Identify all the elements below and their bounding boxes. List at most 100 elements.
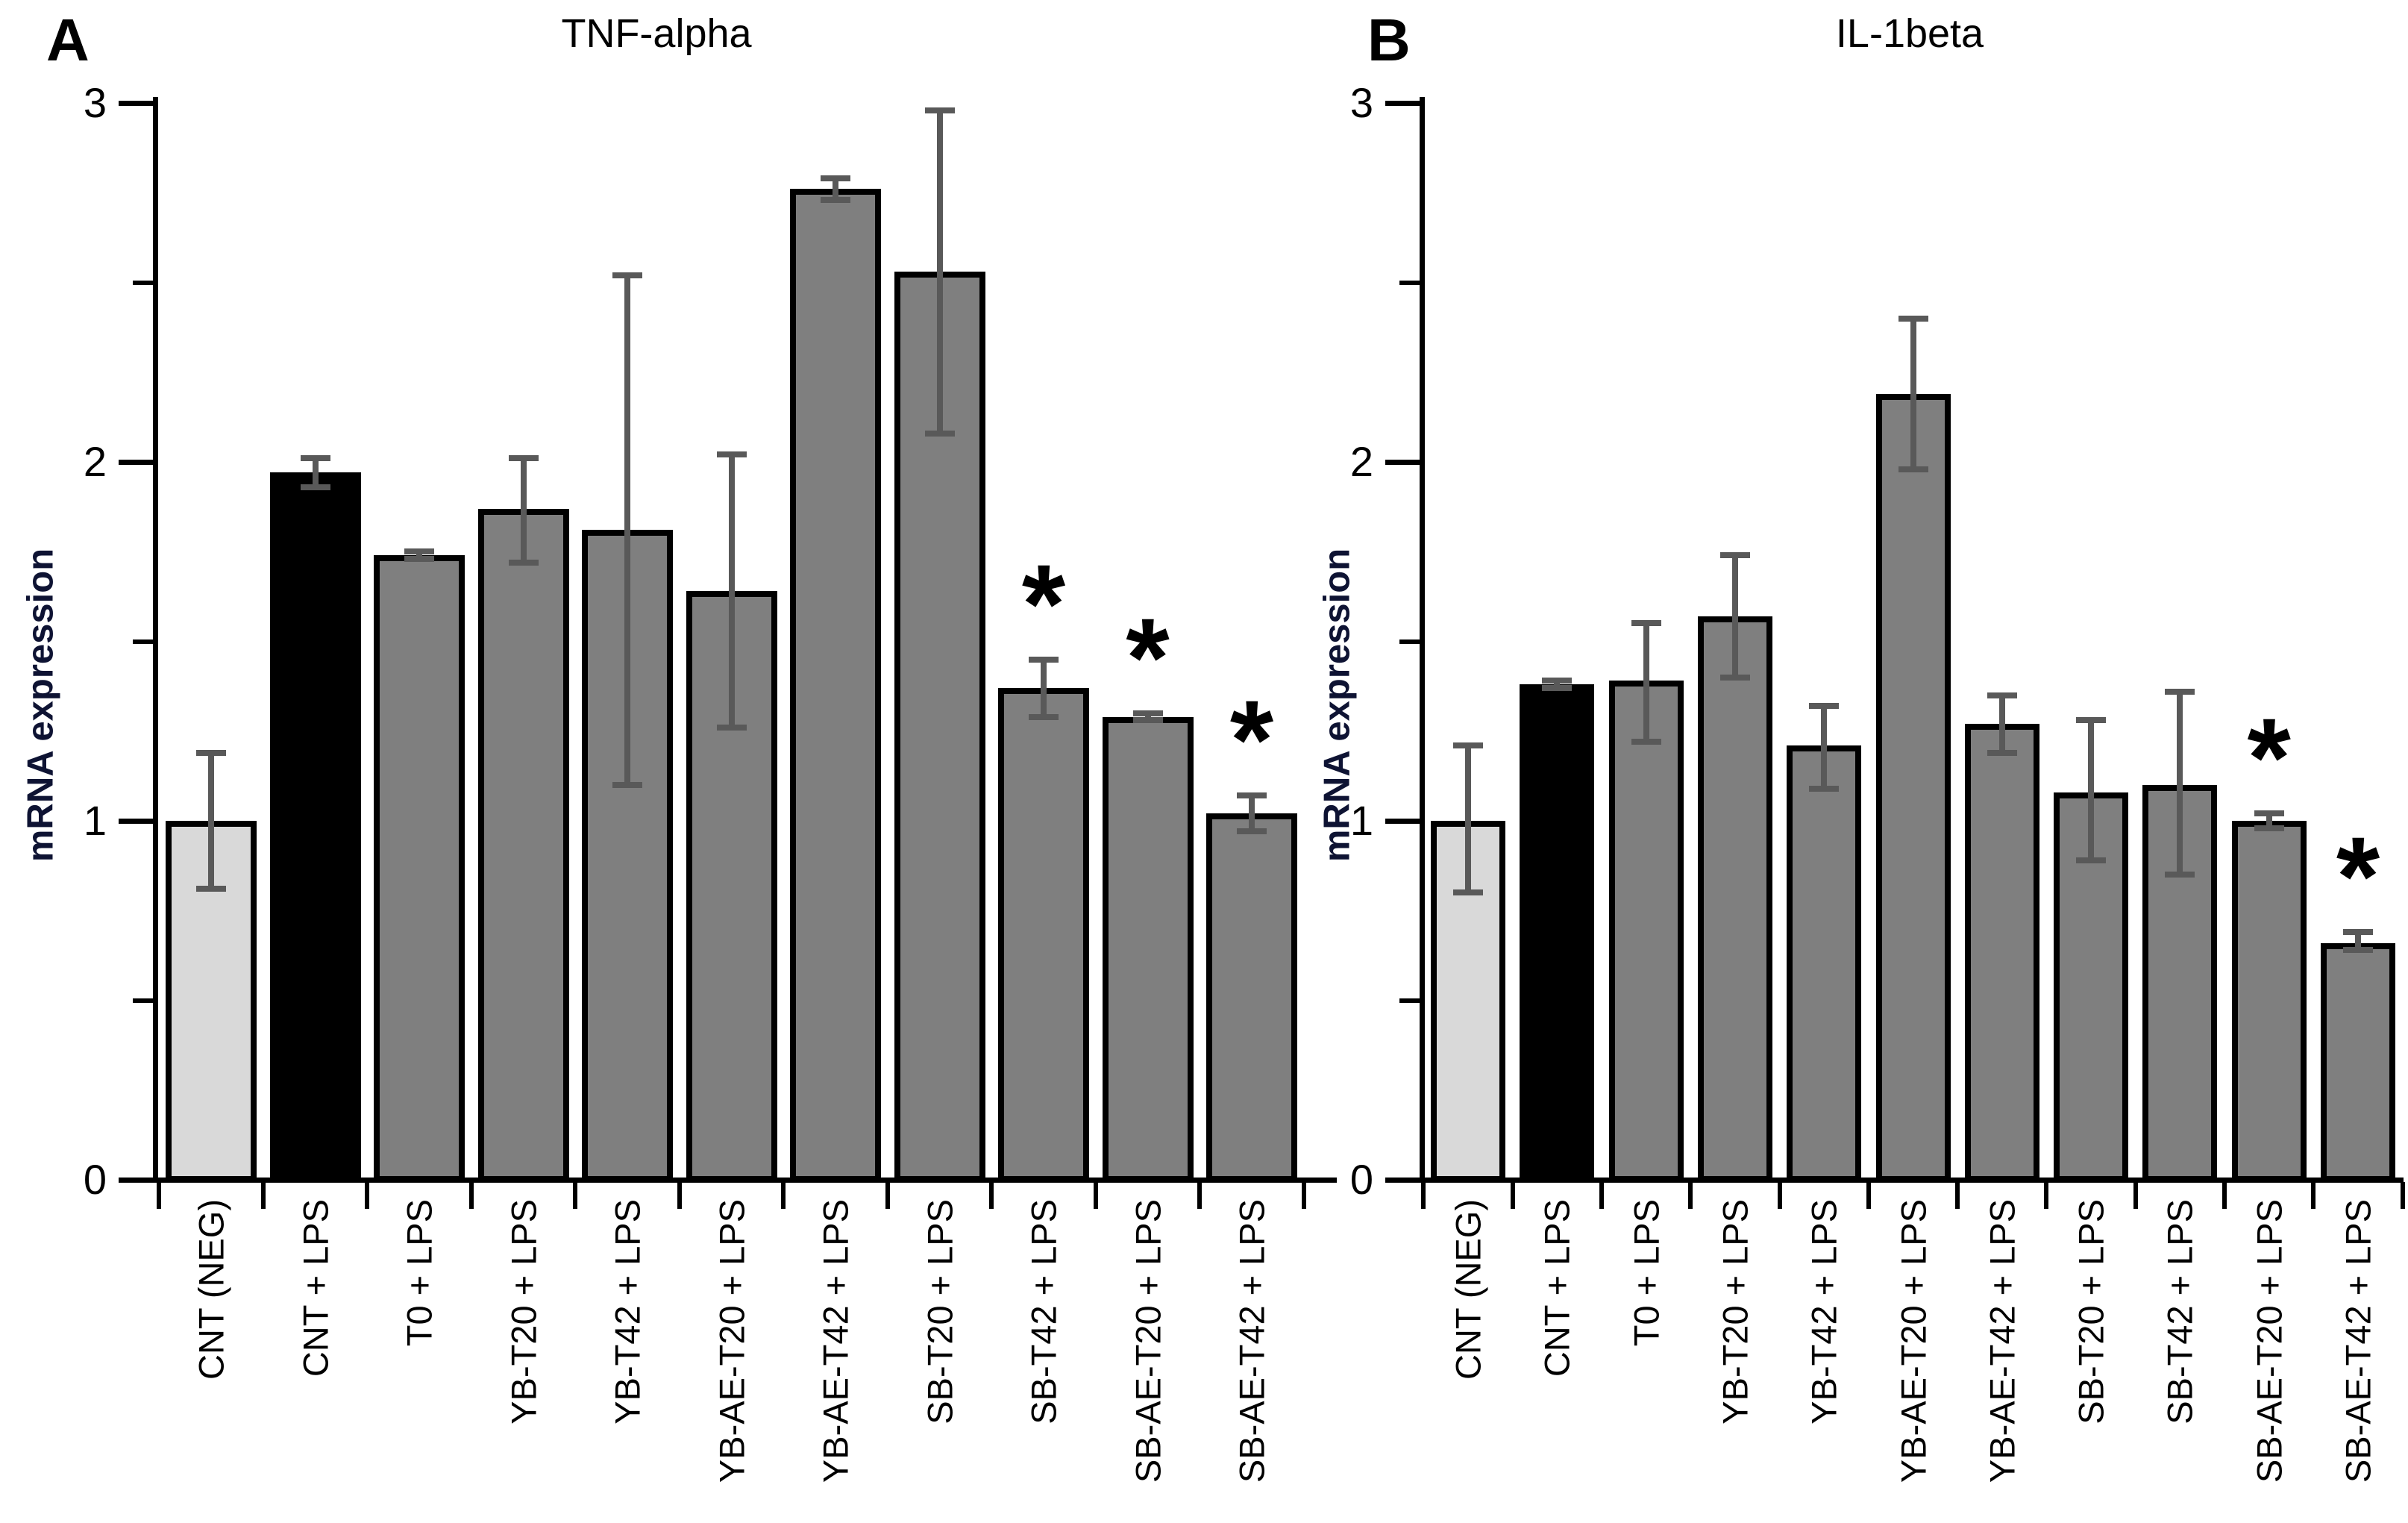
panel-b-x-tick [2311, 1182, 2316, 1209]
panel-a-x-category-label: SB-AE-T20 + LPS [1128, 1199, 1167, 1483]
panel-b-error-bar-cap-bottom [1453, 889, 1483, 896]
panel-a-bar-YB-T20 + LPS [477, 508, 569, 1182]
panel-b-error-bar-cap-bottom [1542, 685, 1573, 692]
panel-a-error-bar-cap-bottom [508, 559, 539, 566]
panel-a-x-tick [885, 1182, 890, 1209]
panel-a-x-category-label: SB-AE-T42 + LPS [1232, 1199, 1272, 1483]
panel-a-y-tick-label: 3 [83, 79, 107, 126]
panel-a-y-axis [153, 97, 158, 1183]
panel-a-error-bar-cap-bottom [196, 886, 226, 892]
panel-a-error-bar-cap-bottom [924, 430, 955, 437]
panel-a-x-tick [1093, 1182, 1098, 1209]
panel-a-x-category-label: CNT + LPS [295, 1199, 335, 1377]
panel-b-x-category-label: SB-AE-T42 + LPS [2338, 1199, 2378, 1483]
panel-a-error-bar-line [312, 458, 319, 487]
panel-a-error-bar-line [208, 752, 214, 889]
panel-a-y-tick-minor [133, 280, 153, 285]
panel-b-bar-CNT + LPS [1520, 684, 1595, 1182]
panel-b-error-bar-cap-bottom [1631, 739, 1661, 745]
panel-a-error-bar-cap-top [1132, 710, 1163, 716]
panel-b-x-tick [1866, 1182, 1871, 1209]
panel-b-x-category-label: CNT (NEG) [1448, 1199, 1488, 1380]
panel-a-x-category-label: SB-T42 + LPS [1023, 1199, 1064, 1425]
panel-b-bar-SB-AE-T42 + LPS [2321, 942, 2395, 1182]
panel-a-x-tick [157, 1182, 162, 1209]
panel-b-y-tick-label: 1 [1349, 797, 1373, 844]
panel-a-error-bar-cap-top [716, 451, 747, 458]
panel-a-error-bar-line [624, 275, 630, 785]
panel-a-y-tick-minor [133, 998, 153, 1003]
panel-b-error-bar-line [2355, 932, 2361, 951]
panel-b-y-tick-major [1385, 1178, 1420, 1183]
panel-a-x-category-label: YB-T20 + LPS [504, 1199, 543, 1425]
panel-a-x-tick [1301, 1182, 1306, 1209]
panel-b-x-tick [1777, 1182, 1782, 1209]
panel-a-x-category-label: SB-T20 + LPS [920, 1199, 959, 1425]
panel-a-bar-SB-AE-T42 + LPS [1206, 813, 1297, 1182]
panel-b-x-tick [1599, 1182, 1604, 1209]
panel-b-x-category-label: YB-AE-T20 + LPS [1893, 1199, 1933, 1483]
panel-a-error-bar-cap-top [404, 548, 434, 555]
panel-a-x-tick [1197, 1182, 1203, 1209]
panel-a-y-tick-major [119, 460, 153, 465]
panel-a-x-category-label: CNT (NEG) [191, 1199, 231, 1380]
panel-a-error-bar-cap-top [196, 749, 226, 756]
panel-b-x-tick [2222, 1182, 2227, 1209]
panel-a-y-tick-minor [133, 639, 153, 644]
panel-a-bar-YB-AE-T42 + LPS [790, 189, 881, 1182]
panel-a-bar-CNT + LPS [269, 472, 361, 1182]
panel-b-error-bar-line [1821, 706, 1828, 789]
panel-a-error-bar-line [1041, 659, 1047, 717]
panel-b-error-bar-cap-top [1898, 315, 1928, 322]
panel-a-x-tick [468, 1182, 474, 1209]
panel-b-error-bar-cap-top [2254, 810, 2284, 817]
panel-b-error-bar-line [2266, 813, 2272, 828]
panel-b-x-category-label: YB-AE-T42 + LPS [1982, 1199, 2022, 1483]
panel-b-bar-YB-T42 + LPS [1787, 745, 1862, 1182]
panel-a-x-category-label: YB-AE-T42 + LPS [815, 1199, 856, 1483]
panel-b-x-category-label: SB-T42 + LPS [2160, 1199, 2200, 1425]
panel-b-error-bar-cap-bottom [2343, 947, 2373, 954]
panel-a-x-category-label: YB-T42 + LPS [607, 1199, 648, 1425]
panel-a-error-bar-line [728, 454, 735, 728]
panel-a-error-bar-cap-top [300, 455, 330, 462]
panel-b-y-tick-label: 2 [1349, 438, 1373, 485]
panel-b-title: IL-1beta [1835, 11, 1984, 56]
panel-b-y-tick-label: 3 [1349, 79, 1373, 126]
panel-b-x-category-label: SB-AE-T20 + LPS [2249, 1199, 2289, 1483]
panel-a-error-bar-cap-bottom [612, 781, 642, 788]
panel-b-error-bar-cap-top [2165, 688, 2195, 695]
panel-b-error-bar-cap-bottom [1898, 466, 1928, 472]
panel-a-error-bar-cap-top [612, 272, 642, 278]
panel-a-error-bar-line [520, 458, 527, 563]
panel-a-letter: A [46, 7, 90, 73]
panel-a-error-bar-cap-top [1237, 792, 1267, 799]
panel-b-letter: B [1367, 7, 1411, 73]
panel-a-x-tick [781, 1182, 786, 1209]
panel-b-error-bar-cap-bottom [2254, 825, 2284, 831]
panel-b-y-axis [1420, 97, 1425, 1183]
panel-a-error-bar-line [1249, 795, 1255, 832]
panel-a-error-bar-cap-bottom [1132, 717, 1163, 724]
panel-b-significance-asterisk: * [2247, 695, 2291, 821]
panel-b-error-bar-line [1465, 745, 1471, 893]
panel-a-bar-SB-AE-T20 + LPS [1102, 716, 1194, 1182]
panel-a-x-tick [260, 1182, 266, 1209]
panel-a-bar-T0 + LPS [374, 555, 465, 1182]
panel-a-y-axis-title: mRNA expression [20, 548, 61, 863]
panel-a-significance-asterisk: * [1021, 540, 1066, 666]
panel-a-error-bar-cap-top [1029, 656, 1059, 663]
panel-b-error-bar-cap-bottom [2076, 857, 2107, 863]
panel-b-y-tick-major [1385, 101, 1420, 106]
panel-a-error-bar-cap-bottom [821, 196, 850, 203]
panel-a-error-bar-cap-bottom [1029, 713, 1059, 720]
panel-a-y-tick-major [119, 819, 153, 824]
panel-b-x-tick [2044, 1182, 2049, 1209]
panel-b-bar-SB-AE-T20 + LPS [2231, 821, 2307, 1182]
panel-b-error-bar-line [1554, 681, 1561, 689]
panel-a-error-bar-cap-bottom [1237, 828, 1267, 835]
panel-b-x-category-label: YB-T20 + LPS [1715, 1199, 1755, 1425]
panel-a-error-bar-cap-bottom [300, 484, 330, 490]
panel-b-error-bar-cap-top [1719, 552, 1750, 559]
panel-b-error-bar-cap-bottom [1987, 749, 2017, 756]
